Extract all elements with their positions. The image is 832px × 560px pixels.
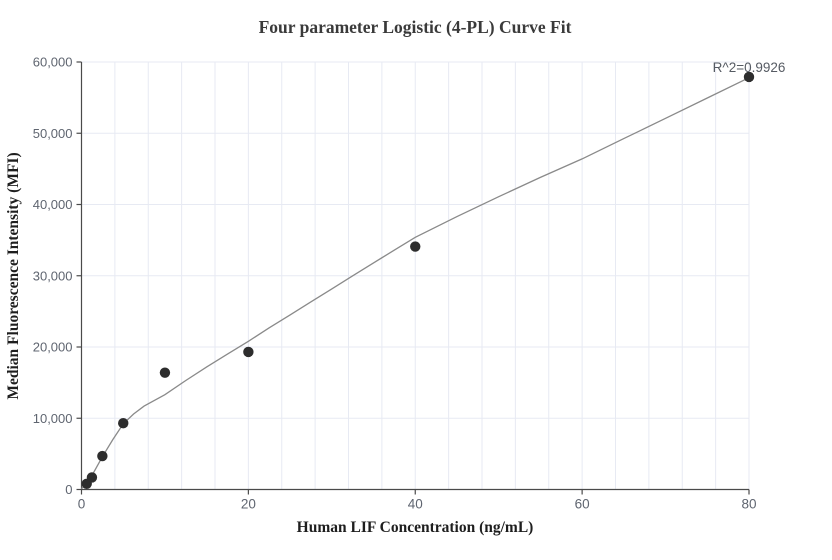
data-point	[86, 472, 98, 483]
x-tick-label: 80	[741, 497, 756, 512]
x-axis-title: Human LIF Concentration (ng/mL)	[296, 519, 534, 536]
x-tick-label: 20	[241, 497, 256, 512]
data-point	[118, 418, 129, 429]
y-tick-label: 0	[65, 482, 72, 497]
y-tick-label: 40,000	[33, 197, 73, 212]
x-tick-label: 40	[408, 497, 423, 512]
y-tick-label: 60,000	[33, 55, 73, 70]
data-point	[410, 241, 421, 252]
y-tick-label: 50,000	[33, 126, 73, 141]
chart-title: Four parameter Logistic (4-PL) Curve Fit	[258, 17, 572, 37]
fit-curve	[80, 77, 750, 490]
x-tick-label: 0	[78, 497, 86, 512]
data-point	[243, 346, 254, 358]
r-squared-annotation: R^2=0.9926	[713, 60, 786, 75]
y-tick-label: 30,000	[33, 268, 73, 283]
data-point	[743, 71, 755, 83]
x-tick-label: 60	[575, 497, 590, 512]
y-tick-label: 20,000	[33, 340, 73, 355]
data-point	[159, 367, 171, 378]
y-tick-label: 10,000	[33, 411, 73, 426]
data-point	[97, 450, 108, 462]
